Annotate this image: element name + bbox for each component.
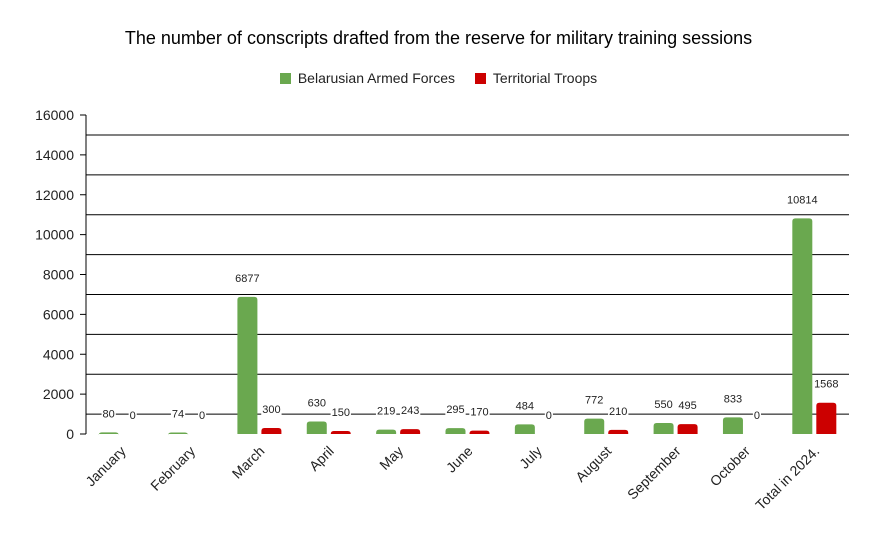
data-label-bg — [469, 406, 490, 419]
x-tick-label: Total in 2024. — [752, 443, 822, 513]
data-label-bg — [677, 400, 698, 413]
data-label-bg — [786, 194, 819, 207]
bar — [514, 424, 535, 434]
bar — [816, 402, 837, 434]
x-tick-label: January — [82, 443, 129, 490]
bar — [677, 424, 698, 434]
x-tick-label: February — [147, 443, 198, 494]
bar — [584, 418, 605, 434]
bar — [469, 430, 490, 434]
legend-item-armed-forces: Belarusian Armed Forces — [279, 70, 456, 86]
data-label-bg — [399, 405, 421, 418]
data-label: 0 — [754, 410, 760, 422]
x-tick-label: October — [707, 443, 754, 490]
data-label-bg — [101, 408, 116, 421]
data-label-bg — [722, 393, 744, 406]
data-label: 150 — [332, 407, 350, 419]
data-label-bg — [306, 397, 327, 410]
data-label-bg — [197, 410, 207, 422]
data-label: 484 — [516, 400, 534, 412]
data-label-bg — [330, 407, 351, 420]
y-tick-label: 12000 — [35, 187, 74, 203]
bar — [168, 432, 189, 436]
data-label-bg — [813, 378, 840, 391]
data-label-bg — [514, 400, 536, 413]
data-label: 10814 — [787, 194, 818, 206]
data-label: 0 — [199, 410, 205, 422]
legend-swatch — [279, 72, 291, 84]
data-label: 550 — [654, 399, 672, 411]
data-label-bg — [234, 272, 261, 285]
data-label: 170 — [470, 407, 488, 419]
legend-label: Territorial Troops — [492, 70, 598, 86]
data-label-bg — [752, 410, 762, 422]
data-label: 300 — [262, 404, 280, 416]
data-label-bg — [445, 404, 466, 417]
data-label-bg — [375, 405, 397, 418]
x-tick-label: June — [443, 443, 476, 476]
bar — [792, 218, 813, 434]
x-tick-label: May — [376, 443, 406, 473]
data-label: 630 — [308, 397, 326, 409]
x-tick-label: August — [572, 443, 614, 485]
data-label: 80 — [103, 408, 115, 420]
legend-label: Belarusian Armed Forces — [297, 70, 456, 86]
y-tick-label: 0 — [66, 426, 74, 442]
y-tick-label: 4000 — [43, 346, 74, 362]
y-tick-label: 10000 — [35, 227, 74, 243]
bar — [653, 423, 674, 434]
bar — [400, 429, 421, 434]
x-tick-label: April — [306, 443, 337, 474]
data-label-bg — [170, 408, 186, 421]
x-tick-label: March — [229, 443, 268, 482]
x-tick-label: July — [516, 443, 545, 472]
y-tick-label: 8000 — [43, 267, 74, 283]
data-label-bg — [544, 410, 553, 422]
data-label-bg — [608, 405, 629, 418]
bar — [98, 432, 119, 436]
bar — [445, 428, 466, 434]
data-label-bg — [128, 410, 137, 422]
bar — [376, 429, 397, 434]
bar — [608, 429, 629, 434]
bar — [261, 428, 282, 434]
y-tick-label: 16000 — [35, 107, 74, 123]
data-label: 0 — [130, 410, 136, 422]
data-label-bg — [261, 404, 282, 417]
legend-item-territorial: Territorial Troops — [474, 70, 598, 86]
data-label: 833 — [724, 393, 742, 405]
data-label: 772 — [585, 395, 603, 407]
data-label: 0 — [546, 410, 552, 422]
bar — [722, 417, 743, 434]
data-label: 1568 — [814, 379, 838, 391]
data-label-bg — [584, 394, 605, 407]
y-tick-label: 6000 — [43, 306, 74, 322]
x-tick-label: September — [624, 443, 684, 503]
chart-title: The number of conscripts drafted from th… — [124, 28, 753, 48]
data-label: 74 — [172, 409, 184, 421]
bar — [306, 421, 327, 434]
data-label: 219 — [377, 406, 395, 418]
y-tick-label: 14000 — [35, 147, 74, 163]
data-label-bg — [653, 399, 674, 412]
data-label: 6877 — [235, 273, 259, 285]
data-label: 295 — [446, 404, 464, 416]
data-label: 210 — [609, 406, 627, 418]
bar — [237, 296, 258, 434]
legend-swatch — [474, 72, 486, 84]
legend: Belarusian Armed Forces Territorial Troo… — [0, 70, 877, 87]
data-label: 495 — [678, 400, 696, 412]
bar — [330, 431, 351, 435]
y-tick-label: 2000 — [43, 386, 74, 402]
data-label: 243 — [401, 405, 419, 417]
